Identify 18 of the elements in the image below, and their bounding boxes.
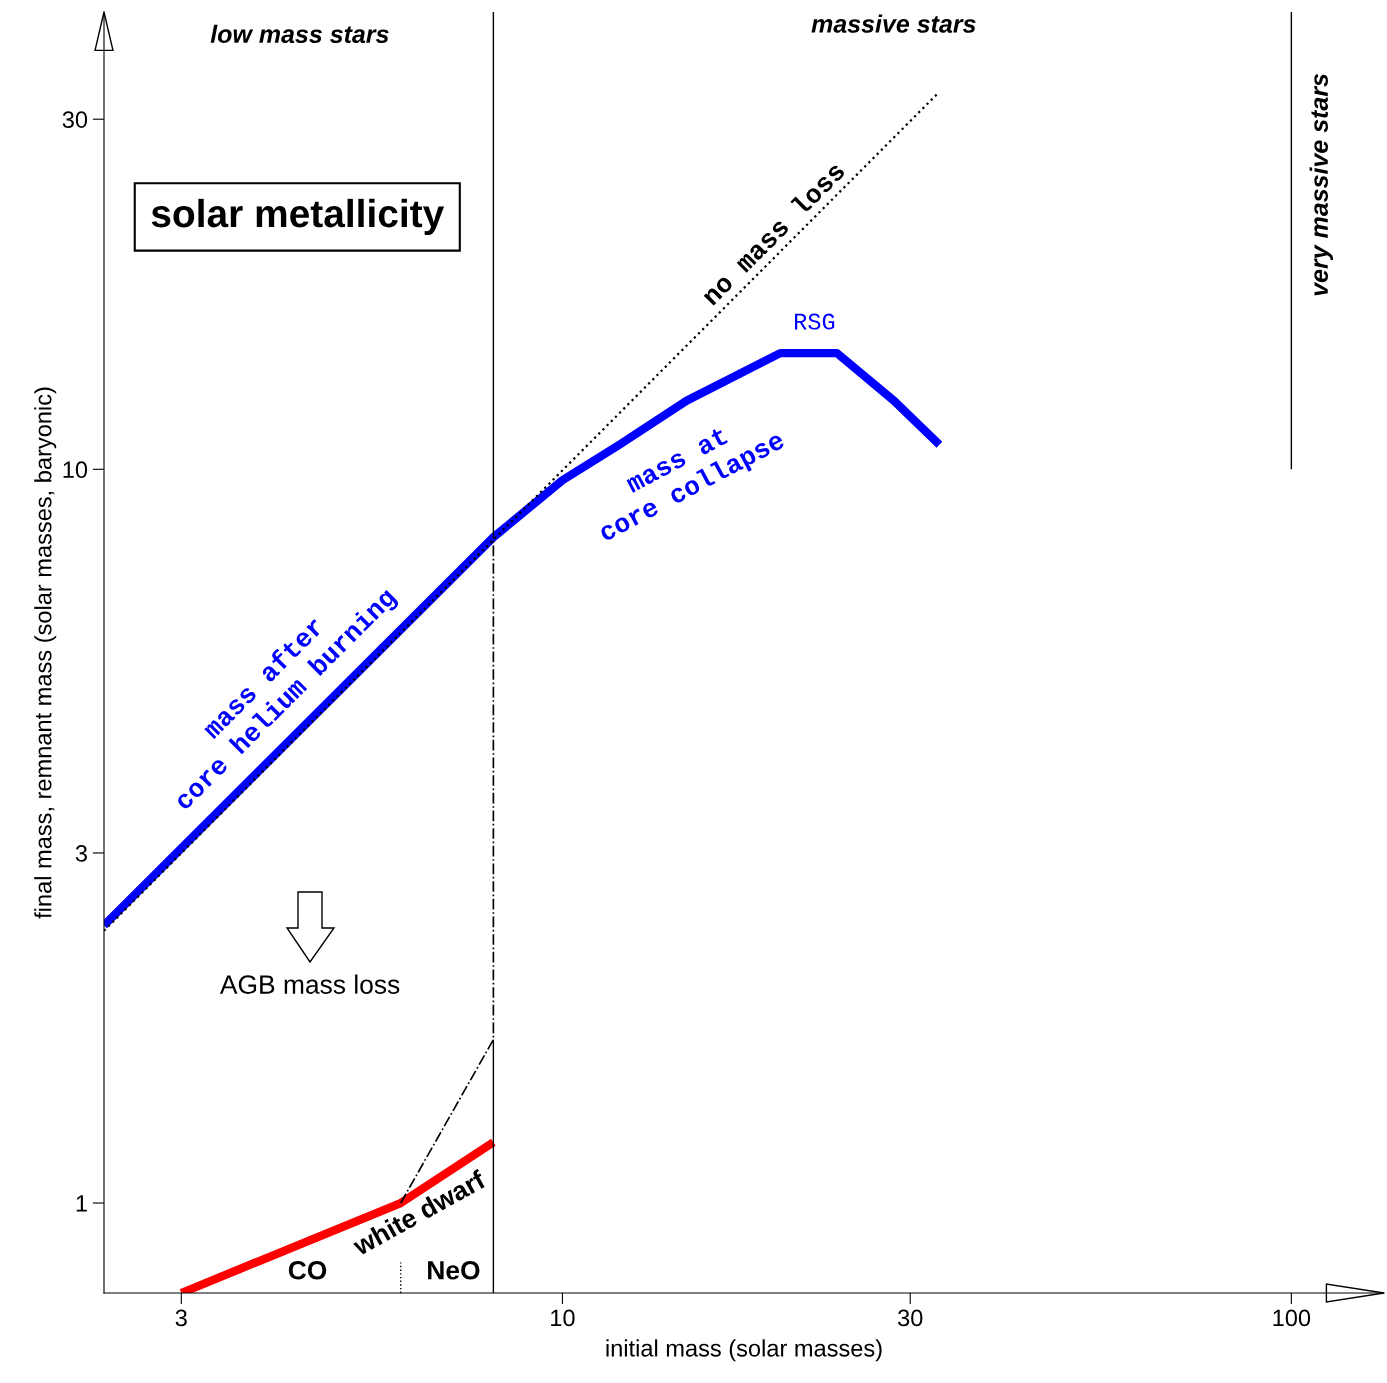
annotation: solar metallicity bbox=[151, 198, 445, 236]
y-tick-label: 1 bbox=[76, 1195, 87, 1212]
y-tick-label: 3 bbox=[75, 845, 87, 862]
y-tick-label: 30 bbox=[62, 111, 88, 129]
y-tick-label: 10 bbox=[63, 461, 88, 479]
x-tick-label: 100 bbox=[1273, 1309, 1311, 1327]
annotation: low mass stars bbox=[210, 24, 389, 44]
x-tick-label: 30 bbox=[897, 1309, 923, 1327]
y-axis-title: final mass, remnant mass (solar masses, baryonic) bbox=[34, 387, 57, 919]
annotation: CO bbox=[288, 1260, 327, 1280]
annotation: massive stars bbox=[811, 14, 976, 33]
annotation: RSG bbox=[795, 313, 835, 330]
x-axis-title: initial mass (solar masses) bbox=[606, 1339, 882, 1362]
x-tick-label: 10 bbox=[551, 1309, 575, 1327]
annotation: AGB mass loss bbox=[219, 974, 400, 994]
annotation: NeO bbox=[428, 1260, 480, 1280]
annotation: very massive stars bbox=[1309, 73, 1333, 296]
x-tick-label: 3 bbox=[175, 1309, 187, 1327]
